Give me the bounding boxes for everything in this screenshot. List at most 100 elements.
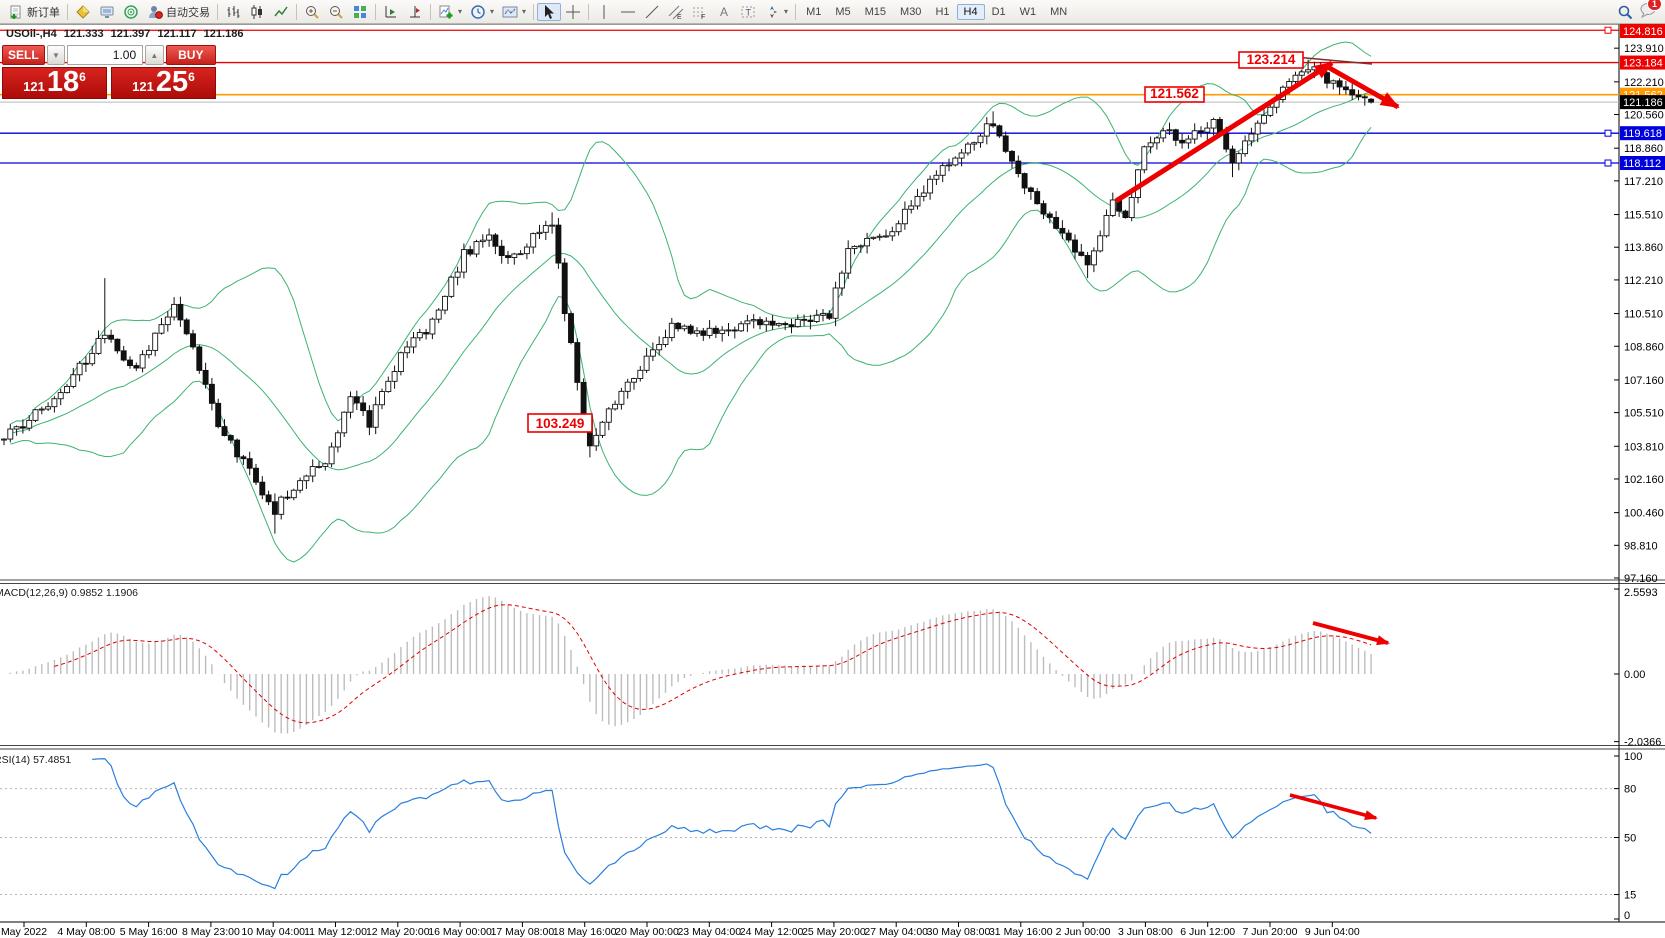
zoom-in-button[interactable] <box>300 3 324 21</box>
tf-m5[interactable]: M5 <box>835 5 851 18</box>
svg-text:102.160: 102.160 <box>1624 474 1664 486</box>
svg-text:103.810: 103.810 <box>1624 441 1664 453</box>
tf-h4[interactable]: H4 <box>956 3 985 20</box>
svg-text:110.510: 110.510 <box>1624 309 1663 321</box>
spinner-up-icon: ▲ <box>150 50 159 60</box>
chart-area[interactable]: MACD(12,26,9) 0.9852 1.1906 RSI(14) 57.48… <box>0 24 1665 938</box>
ohlc-bars-icon <box>225 4 241 20</box>
new-order-button[interactable]: 新订单 <box>4 3 64 21</box>
svg-text:121.562: 121.562 <box>1150 86 1199 101</box>
volume-increase-button[interactable]: ▲ <box>145 45 164 65</box>
svg-text:12 May 20:00: 12 May 20:00 <box>366 926 430 938</box>
annotation-labels[interactable]: 123.214 121.562 103.249 <box>527 51 1304 433</box>
channel-icon: E <box>668 4 684 20</box>
radar-icon <box>123 4 139 20</box>
chart-title: USOil-,H4 121.333 121.397 121.117 121.18… <box>6 28 247 40</box>
templates-button[interactable]: ▾ <box>498 3 530 21</box>
sell-button[interactable]: SELL <box>2 45 45 65</box>
tf-d1[interactable]: D1 <box>991 5 1006 18</box>
svg-text:80: 80 <box>1624 784 1636 796</box>
svg-text:4 May 08:00: 4 May 08:00 <box>57 926 115 938</box>
horizontal-level-lines[interactable] <box>0 26 1619 167</box>
svg-text:17 May 08:00: 17 May 08:00 <box>491 926 555 938</box>
fibonacci-icon: F <box>692 4 708 20</box>
svg-text:F: F <box>701 14 705 20</box>
metaeditor-button[interactable] <box>71 3 95 21</box>
svg-text:0: 0 <box>1624 910 1630 922</box>
ohlc-open: 121.333 <box>63 28 104 40</box>
toolbar-separator <box>217 3 218 20</box>
svg-text:3 Jun 08:00: 3 Jun 08:00 <box>1118 926 1173 938</box>
rsi-label: RSI(14) 57.4851 <box>0 754 71 766</box>
tf-m30[interactable]: M30 <box>900 5 922 18</box>
chart-autoscroll-button[interactable] <box>379 3 403 21</box>
search-icon[interactable] <box>1617 4 1633 20</box>
svg-text:9 Jun 04:00: 9 Jun 04:00 <box>1305 926 1360 938</box>
tile-windows-button[interactable] <box>348 3 372 21</box>
notifications-button[interactable]: 1 <box>1639 0 1662 21</box>
horizontal-line-tool[interactable] <box>616 3 640 21</box>
toolbar-separator <box>795 3 797 20</box>
ohlc-close: 121.186 <box>203 28 244 40</box>
vertical-line-tool[interactable] <box>592 3 616 21</box>
svg-text:8 May 23:00: 8 May 23:00 <box>182 926 240 938</box>
fibonacci-tool[interactable]: F <box>688 3 712 21</box>
text-tool[interactable]: A <box>712 3 736 21</box>
sell-price-integer: 121 <box>23 79 45 94</box>
new-order-label: 新订单 <box>27 6 60 19</box>
chart-shift-button[interactable] <box>403 3 427 21</box>
toolbar-separator <box>430 3 431 20</box>
buy-price-pips: 25 <box>155 66 189 98</box>
channel-tool[interactable]: E <box>664 3 688 21</box>
periods-button[interactable]: ▾ <box>466 3 498 21</box>
crosshair-tool-button[interactable] <box>561 3 585 21</box>
chart-shift-icon <box>407 4 423 20</box>
tf-mn[interactable]: MN <box>1050 5 1068 18</box>
buy-button[interactable]: BUY <box>165 45 216 65</box>
crosshair-icon <box>565 4 581 20</box>
svg-text:E: E <box>677 14 682 20</box>
text-label-tool[interactable]: T <box>736 3 760 21</box>
dropdown-arrow-icon: ▾ <box>458 7 463 16</box>
toolbar-separator <box>375 3 376 20</box>
autoscroll-icon <box>383 4 399 20</box>
arrows-tool[interactable]: ▾ <box>760 3 792 21</box>
svg-text:16 May 00:00: 16 May 00:00 <box>428 926 492 938</box>
autotrade-label: 自动交易 <box>166 6 210 19</box>
cursor-tool-button[interactable] <box>537 2 562 21</box>
svg-text:7 Jun 20:00: 7 Jun 20:00 <box>1243 926 1298 938</box>
tf-w1[interactable]: W1 <box>1019 5 1037 18</box>
buy-price-box[interactable]: 121 25 6 <box>111 67 216 99</box>
autotrade-button[interactable]: 自动交易 <box>143 3 214 21</box>
market-watch-button[interactable] <box>119 3 143 21</box>
dropdown-arrow-icon: ▾ <box>522 7 527 16</box>
tf-m15[interactable]: M15 <box>864 5 887 18</box>
terminal-button[interactable] <box>95 3 119 21</box>
buy-price-integer: 121 <box>132 79 154 94</box>
tf-m1[interactable]: M1 <box>806 5 822 18</box>
annotation-arrows[interactable] <box>1114 60 1400 821</box>
chart-candles-button[interactable] <box>245 3 269 21</box>
diamond-icon <box>75 4 91 20</box>
time-axis: May 2022 4 May 08:00 5 May 16:00 8 May 23:0… <box>1 922 1360 938</box>
svg-text:May 2022: May 2022 <box>1 926 47 938</box>
svg-text:108.860: 108.860 <box>1624 341 1664 353</box>
tf-h1[interactable]: H1 <box>935 5 950 18</box>
zoom-out-button[interactable] <box>324 3 348 21</box>
trendline-object[interactable] <box>1294 56 1373 65</box>
chart-line-button[interactable] <box>269 3 293 21</box>
svg-text:121.186: 121.186 <box>1623 97 1663 109</box>
volume-decrease-button[interactable]: ▼ <box>46 45 66 65</box>
volume-input[interactable] <box>67 45 144 65</box>
sell-price-pips: 18 <box>46 66 80 98</box>
svg-text:31 May 16:00: 31 May 16:00 <box>989 926 1053 938</box>
trendline-tool[interactable] <box>640 3 664 21</box>
indicators-button[interactable]: ▾ <box>434 3 466 21</box>
macd-signal-line <box>54 604 1372 724</box>
svg-text:2 Jun 00:00: 2 Jun 00:00 <box>1056 926 1111 938</box>
sell-price-box[interactable]: 121 18 6 <box>2 67 107 99</box>
svg-text:112.210: 112.210 <box>1624 275 1663 287</box>
zoom-out-icon <box>328 4 344 20</box>
svg-text:23 May 04:00: 23 May 04:00 <box>677 926 741 938</box>
chart-bars-button[interactable] <box>221 3 245 21</box>
